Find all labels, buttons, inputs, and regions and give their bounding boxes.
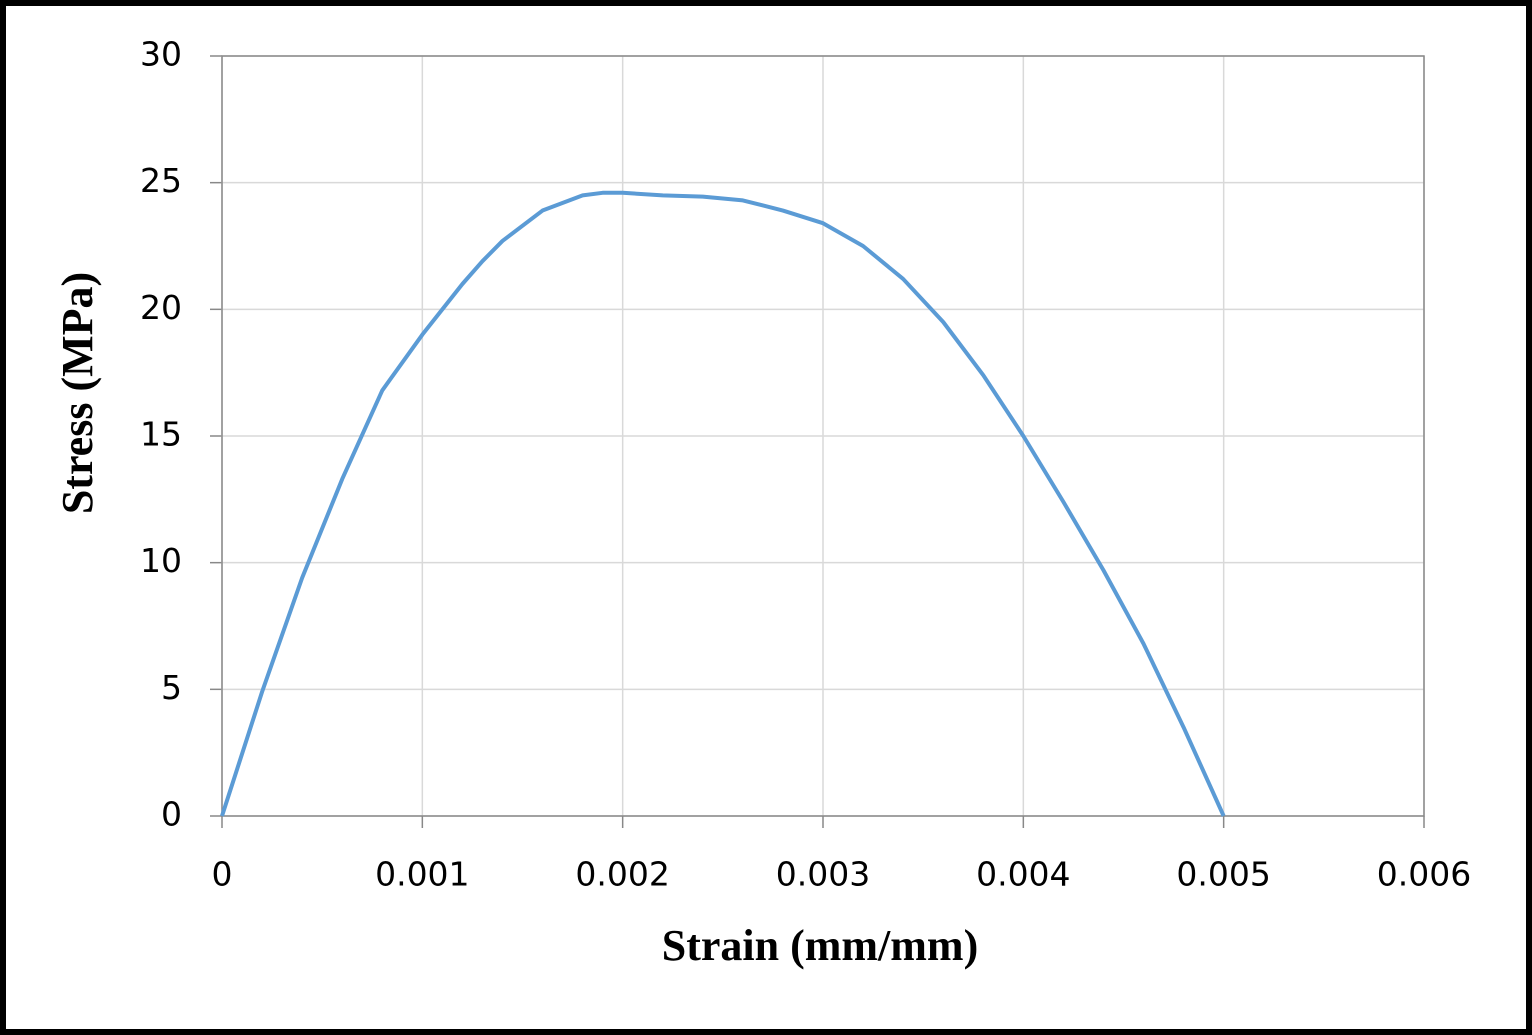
y-tick-label: 30 <box>140 35 182 74</box>
x-tick-label: 0.001 <box>375 855 469 894</box>
x-tick-label: 0 <box>212 855 233 894</box>
y-tick-label: 5 <box>161 668 182 707</box>
y-tick-label: 10 <box>140 541 182 580</box>
x-tick-label: 0.003 <box>776 855 870 894</box>
plot-border <box>221 55 1425 817</box>
x-axis-title: Strain (mm/mm) <box>662 921 979 970</box>
y-tick-label: 20 <box>140 288 182 327</box>
y-tick-label: 25 <box>140 161 182 200</box>
y-tick-label: 15 <box>140 415 182 454</box>
y-axis-title: Stress (MPa) <box>53 272 102 514</box>
x-tick-label: 0.006 <box>1377 855 1471 894</box>
data-line <box>220 190 1226 817</box>
x-tick-label: 0.004 <box>976 855 1070 894</box>
x-tick-label: 0.005 <box>1176 855 1270 894</box>
x-tick-label: 0.002 <box>575 855 669 894</box>
y-tick-label: 0 <box>161 795 182 834</box>
